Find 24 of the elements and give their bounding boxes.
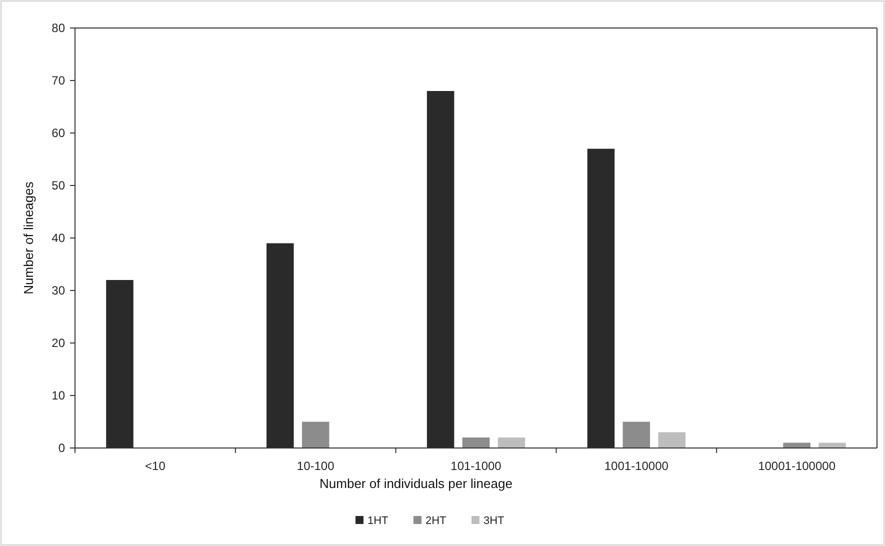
y-axis-title: Number of lineages [21, 181, 36, 294]
y-tick-label: 20 [52, 336, 66, 350]
y-tick-label: 60 [52, 126, 66, 140]
bar [658, 432, 686, 448]
bar [498, 438, 526, 448]
y-tick-label: 40 [52, 231, 66, 246]
y-tick-label: 30 [52, 284, 66, 298]
x-axis-title: Number of individuals per lineage [320, 476, 512, 491]
legend-label: 2HT [426, 515, 447, 527]
y-tick-label: 10 [52, 388, 66, 403]
legend-label: 1HT [368, 515, 389, 527]
y-tick-label: 50 [52, 178, 66, 193]
y-tick-label: 70 [52, 74, 66, 88]
x-tick-label: 1001-10000 [604, 459, 669, 473]
bar [302, 422, 330, 448]
bar [622, 422, 650, 448]
x-tick-label: 10-100 [296, 459, 335, 473]
x-tick-label: 101-1000 [450, 459, 502, 473]
legend-label: 3HT [484, 515, 505, 527]
x-tick-label: <10 [145, 459, 166, 473]
x-tick-label: 10001-100000 [758, 459, 836, 473]
y-tick-label: 0 [58, 441, 66, 456]
bar [462, 438, 490, 448]
y-tick-label: 80 [52, 21, 66, 36]
